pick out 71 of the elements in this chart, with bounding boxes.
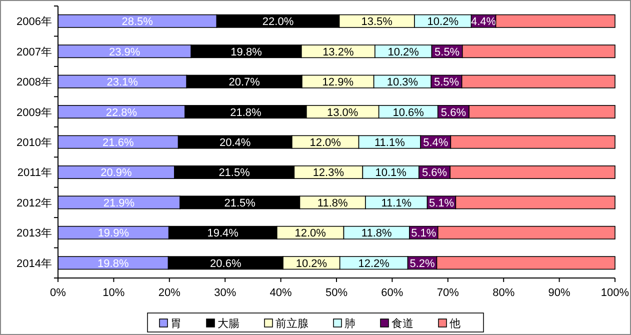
x-tick-label: 50% xyxy=(325,287,348,299)
legend-label: 前立腺 xyxy=(276,317,308,330)
data-label: 21.8% xyxy=(230,106,262,119)
data-label: 5.6% xyxy=(422,167,448,180)
data-label: 10.1% xyxy=(375,167,407,180)
data-label: 12.0% xyxy=(310,137,342,149)
data-label: 4.4% xyxy=(471,16,496,28)
legend-label: 大腸 xyxy=(218,317,240,330)
data-label: 11.8% xyxy=(361,228,392,240)
data-label: 21.5% xyxy=(218,167,250,180)
data-label: 5.1% xyxy=(411,228,436,240)
data-label: 21.9% xyxy=(103,197,135,210)
x-tick-label: 90% xyxy=(548,287,571,299)
data-label: 20.7% xyxy=(228,76,260,89)
data-label: 5.4% xyxy=(423,137,448,149)
data-label: 22.0% xyxy=(262,16,294,28)
x-tick-label: 10% xyxy=(102,287,125,299)
data-label: 19.8% xyxy=(98,258,129,270)
y-tick-label: 2013年 xyxy=(16,228,52,240)
data-label: 5.5% xyxy=(434,76,460,89)
legend-label: 胃 xyxy=(170,318,182,330)
x-tick-label: 70% xyxy=(436,287,460,299)
data-label: 20.9% xyxy=(100,167,132,180)
data-label: 23.1% xyxy=(106,76,138,89)
x-tick-label: 40% xyxy=(270,287,292,299)
data-label: 10.2% xyxy=(388,46,420,58)
y-tick-label: 2014年 xyxy=(16,258,52,270)
data-label: 19.9% xyxy=(98,228,130,240)
x-tick-label: 30% xyxy=(214,287,236,299)
legend-label: 食道 xyxy=(392,318,414,330)
data-label: 21.5% xyxy=(224,197,256,210)
data-label: 21.6% xyxy=(102,137,134,149)
y-tick-label: 2012年 xyxy=(16,197,52,210)
data-label: 20.4% xyxy=(220,137,251,149)
y-tick-label: 2009年 xyxy=(16,106,52,119)
legend-label: 他 xyxy=(450,318,460,330)
y-tick-label: 2007年 xyxy=(16,46,52,58)
data-label: 13.0% xyxy=(327,106,358,119)
x-tick-label: 20% xyxy=(158,287,181,299)
data-label: 23.9% xyxy=(108,46,140,58)
data-label: 20.6% xyxy=(210,258,242,270)
data-label: 22.8% xyxy=(106,106,138,119)
data-label: 5.6% xyxy=(440,106,466,119)
x-tick-label: 100% xyxy=(600,287,630,299)
x-tick-label: 60% xyxy=(381,287,404,299)
data-label: 13.2% xyxy=(322,46,354,58)
data-label: 10.2% xyxy=(296,258,328,270)
data-label: 12.2% xyxy=(358,258,390,270)
data-label: 12.0% xyxy=(294,228,326,240)
data-label: 19.8% xyxy=(230,46,262,58)
data-label: 5.2% xyxy=(410,258,436,270)
data-label: 12.3% xyxy=(312,167,344,180)
y-tick-label: 2008年 xyxy=(16,76,52,89)
x-tick-label: 0% xyxy=(50,287,66,299)
data-label: 28.5% xyxy=(122,16,154,28)
y-tick-label: 2011年 xyxy=(17,167,52,180)
data-label: 19.4% xyxy=(207,228,239,240)
y-tick-label: 2010年 xyxy=(16,137,52,149)
legend-label: 肺 xyxy=(344,318,356,330)
x-tick-label: 80% xyxy=(492,287,515,299)
data-label: 10.2% xyxy=(427,16,459,28)
data-label: 5.5% xyxy=(434,46,460,58)
data-label: 13.5% xyxy=(361,16,393,28)
data-label: 11.1% xyxy=(374,137,406,149)
data-label: 10.6% xyxy=(392,106,424,119)
data-label: 10.3% xyxy=(386,76,418,89)
data-label: 11.1% xyxy=(381,197,412,210)
data-label: 11.8% xyxy=(317,197,348,210)
data-label: 5.1% xyxy=(428,197,454,210)
y-tick-label: 2006年 xyxy=(16,16,52,28)
data-label: 12.9% xyxy=(322,76,354,89)
